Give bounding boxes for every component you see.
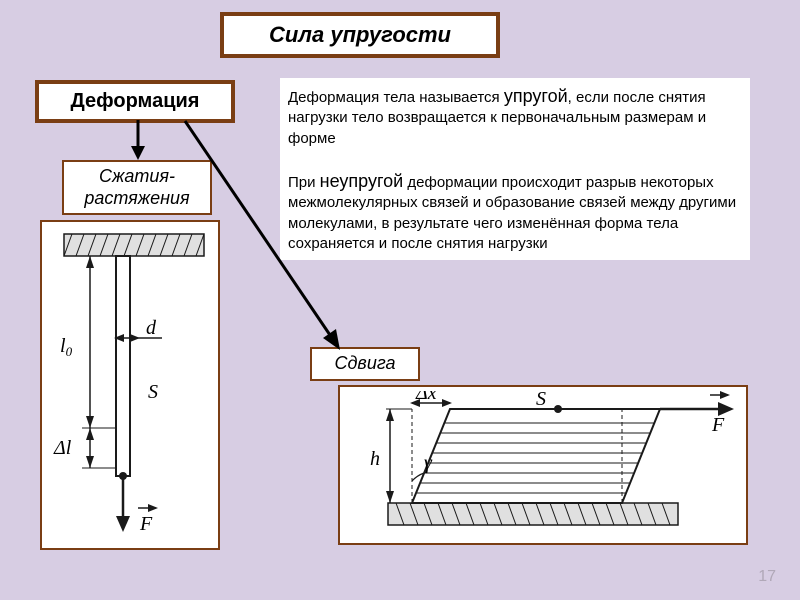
- description-block: Деформация тела называется упругой, если…: [280, 78, 750, 260]
- compression-line1: Сжатия-: [99, 166, 175, 186]
- title-box: Сила упругости: [220, 12, 500, 58]
- description-para2: При неупругой деформации происходит разр…: [288, 169, 742, 254]
- label-S: S: [148, 381, 158, 403]
- description-para1: Деформация тела называется упругой, если…: [288, 84, 742, 149]
- label-d: d: [146, 317, 157, 339]
- shear-diagram: Δx γ h S F: [338, 385, 748, 545]
- arrow-to-compression: [128, 120, 148, 160]
- compression-svg: l0 d S Δl F: [46, 226, 216, 544]
- title-text: Сила упругости: [269, 22, 451, 47]
- shear-svg: Δx γ h S F: [344, 391, 744, 539]
- label-l0: l0: [60, 335, 73, 359]
- deformation-text: Деформация: [71, 90, 200, 112]
- compression-line2: растяжения: [84, 188, 189, 208]
- label-F: F: [139, 513, 153, 535]
- label-gamma: γ: [424, 452, 433, 474]
- compression-diagram: l0 d S Δl F: [40, 220, 220, 550]
- label-F2: F: [711, 414, 725, 436]
- deformation-box: Деформация: [35, 80, 235, 123]
- label-dx: Δx: [415, 391, 437, 404]
- label-dl: Δl: [53, 437, 72, 459]
- label-h: h: [370, 448, 380, 470]
- page-number: 17: [758, 568, 776, 586]
- label-S2: S: [536, 391, 546, 410]
